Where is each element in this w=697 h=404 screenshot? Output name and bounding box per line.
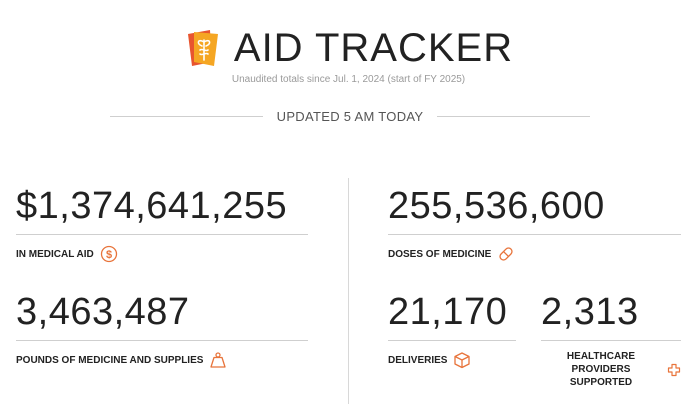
stat-rule [388,234,681,235]
stat-label-text: IN MEDICAL AID [16,248,94,260]
updated-banner: UPDATED 5 AM TODAY [110,109,590,124]
stat-label: IN MEDICAL AID $ [16,245,308,263]
header: AID TRACKER [0,26,697,73]
stat-value: 255,536,600 [388,185,605,227]
divider-right [437,116,590,117]
subtitle: Unaudited totals since Jul. 1, 2024 (sta… [231,74,466,85]
stat-label-line2: SUPPORTED [569,377,633,388]
stat-label-line1: HEALTHCARE PROVIDERS [566,351,636,375]
stat-label-text: HEALTHCARE PROVIDERS SUPPORTED [541,350,661,389]
column-divider [348,178,349,404]
updated-text: UPDATED 5 AM TODAY [276,109,424,124]
divider-left [110,116,263,117]
stat-label: DELIVERIES [388,351,516,369]
stat-label: POUNDS OF MEDICINE AND SUPPLIES [16,351,308,369]
svg-text:$: $ [106,249,112,261]
stat-value: 3,463,487 [16,291,190,333]
medical-cross-icon [667,363,681,377]
stat-label: HEALTHCARE PROVIDERS SUPPORTED [541,350,681,389]
stat-healthcare-providers: 2,313 HEALTHCARE PROVIDERS SUPPORTED [541,290,681,389]
stat-rule [388,340,516,341]
stat-label-text: POUNDS OF MEDICINE AND SUPPLIES [16,354,204,366]
stat-rule [541,340,681,341]
stat-value: 21,170 [388,291,508,333]
stat-deliveries: 21,170 DELIVERIES [388,290,516,369]
stat-pounds: 3,463,487 POUNDS OF MEDICINE AND SUPPLIE… [16,290,308,369]
stat-value: 2,313 [541,291,639,333]
weight-icon [209,351,227,369]
stat-doses: 255,536,600 DOSES OF MEDICINE [388,184,681,263]
stat-label-text: DOSES OF MEDICINE [388,248,492,260]
brand: AID TRACKER [184,26,513,70]
stat-label: DOSES OF MEDICINE [388,245,681,263]
stat-label-text: DELIVERIES [388,354,448,366]
stat-rule [16,234,308,235]
page-title: AID TRACKER [233,26,514,70]
stat-value: $1,374,641,255 [16,185,288,227]
stat-medical-aid: $1,374,641,255 IN MEDICAL AID $ [16,184,308,263]
pill-icon [497,245,515,263]
aid-tracker-logo-icon [184,28,222,68]
box-icon [453,351,471,369]
stat-rule [16,340,308,341]
dollar-circle-icon: $ [100,245,118,263]
